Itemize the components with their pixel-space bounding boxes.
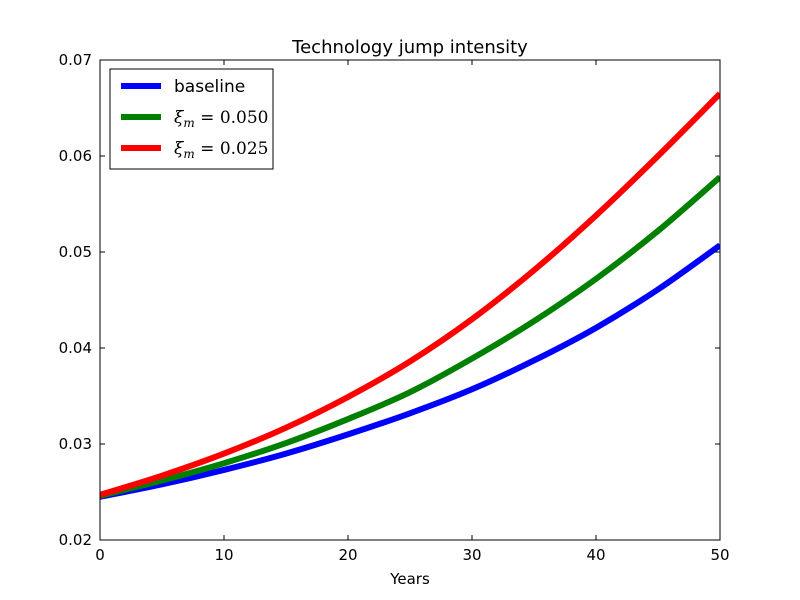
series-line-1 <box>100 174 720 499</box>
legend-label-0: baseline <box>174 77 245 97</box>
series-layer <box>100 91 720 500</box>
x-tick-label: 10 <box>214 546 233 564</box>
legend-label-2: ξm = 0.025 <box>174 139 269 161</box>
series-line-2 <box>100 91 720 498</box>
ticks-layer: 0 10 20 30 40 50 0.02 0.03 0.04 0.05 0.06 0.07 <box>59 51 730 564</box>
series-line-0 <box>100 242 720 500</box>
x-tick-label: 20 <box>338 546 357 564</box>
legend-label-1: ξm = 0.050 <box>174 108 269 130</box>
y-tick-label: 0.06 <box>59 147 92 165</box>
chart-title: Technology jump intensity <box>291 37 528 58</box>
y-tick-label: 0.07 <box>59 51 92 69</box>
x-tick-label: 40 <box>586 546 605 564</box>
y-tick-label: 0.03 <box>59 435 92 453</box>
x-tick-label: 30 <box>462 546 481 564</box>
y-tick-label: 0.05 <box>59 243 92 261</box>
x-tick-label: 0 <box>95 546 105 564</box>
plot-frame <box>99 59 721 541</box>
x-axis-label: Years <box>389 570 430 588</box>
y-tick-label: 0.04 <box>59 339 92 357</box>
x-tick-label: 50 <box>710 546 729 564</box>
legend: baseline ξm = 0.050 ξm = 0.025 <box>109 68 274 170</box>
y-tick-label: 0.02 <box>59 531 92 549</box>
